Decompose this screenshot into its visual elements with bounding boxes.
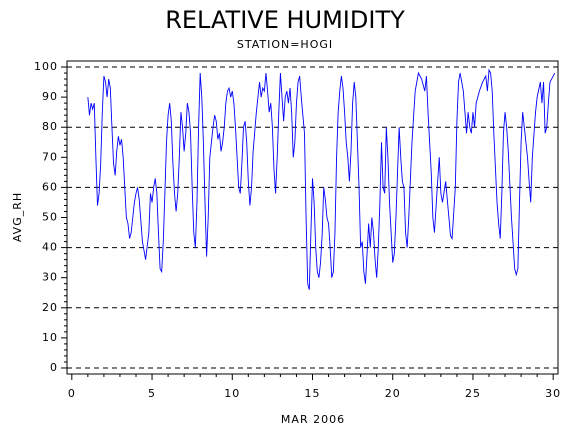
x-tick-label: 15 [305,387,321,400]
x-tick-label: 10 [224,387,240,400]
x-tick-label: 25 [465,387,481,400]
x-tick-label: 0 [68,387,76,400]
y-tick-label: 100 [34,60,58,73]
y-tick-label: 50 [42,211,58,224]
chart-subtitle: STATION=HOGI [237,38,333,51]
y-tick-label: 60 [42,180,58,193]
y-axis-label: AVG_RH [11,192,24,242]
x-tick-label: 5 [148,387,156,400]
x-axis-label: MAR 2006 [281,413,345,426]
y-tick-label: 40 [42,241,58,254]
y-tick-label: 10 [42,331,58,344]
y-tick-label: 30 [42,271,58,284]
x-tick-label: 30 [545,387,561,400]
chart-title: RELATIVE HUMIDITY [165,6,405,34]
y-tick-label: 80 [42,120,58,133]
data-line [87,68,556,290]
y-tick-label: 70 [42,150,58,163]
x-tick-label: 20 [385,387,401,400]
y-tick-label: 0 [50,361,58,374]
y-tick-label: 90 [42,90,58,103]
y-tick-label: 20 [42,301,58,314]
